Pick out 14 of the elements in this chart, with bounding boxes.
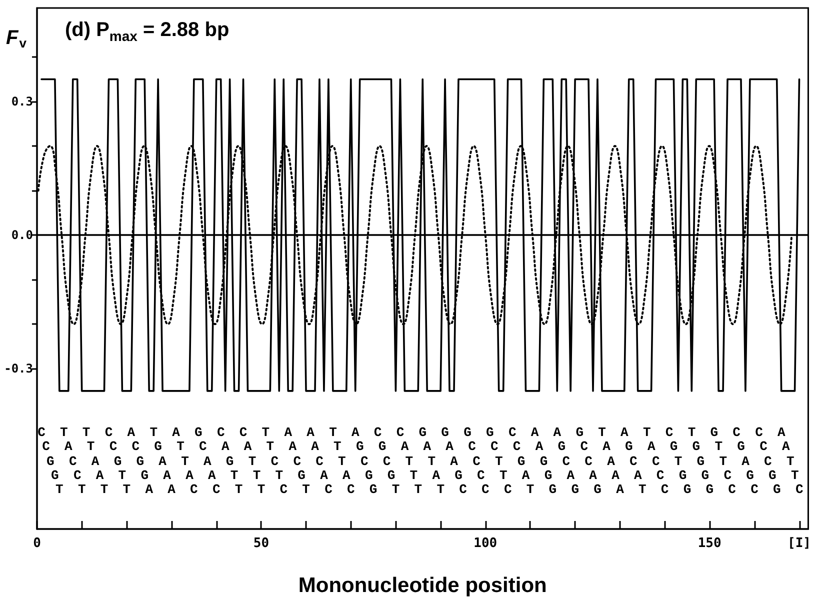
- y-tick-label: 0.0: [11, 228, 33, 242]
- annotation: G C A G G A T A G T C C C T C C T T A C T G G C C A C C T G T A C T: [46, 454, 798, 469]
- annotation: T T T T A A C C T T C T C C G T T T C C C T G G G A T C G G C C G C: [56, 482, 807, 498]
- x-tick-label: 100: [474, 536, 498, 551]
- x-axis-title: Mononucleotide position: [298, 574, 547, 597]
- x-tick-label: 150: [698, 536, 722, 551]
- y-tick-label: 0.3: [11, 94, 33, 109]
- y-tick-label: -0.3: [4, 362, 33, 376]
- annotation: G C A T G A A A T T T G A A G G T A G C T A G A A A A C G G C G G T: [51, 468, 802, 483]
- x-tick-label: 0: [33, 536, 42, 551]
- annotation: C T T C A T A G C C T A A T A C C G G G G C A A G T A T C T G C C A: [38, 425, 789, 440]
- x-tick-label: 50: [253, 536, 270, 551]
- annotation: C A T C C G T C A A T A A T G G A A A C C C A G C A G A G G T G C A: [42, 439, 794, 454]
- x-tick-label: [I]: [788, 536, 811, 551]
